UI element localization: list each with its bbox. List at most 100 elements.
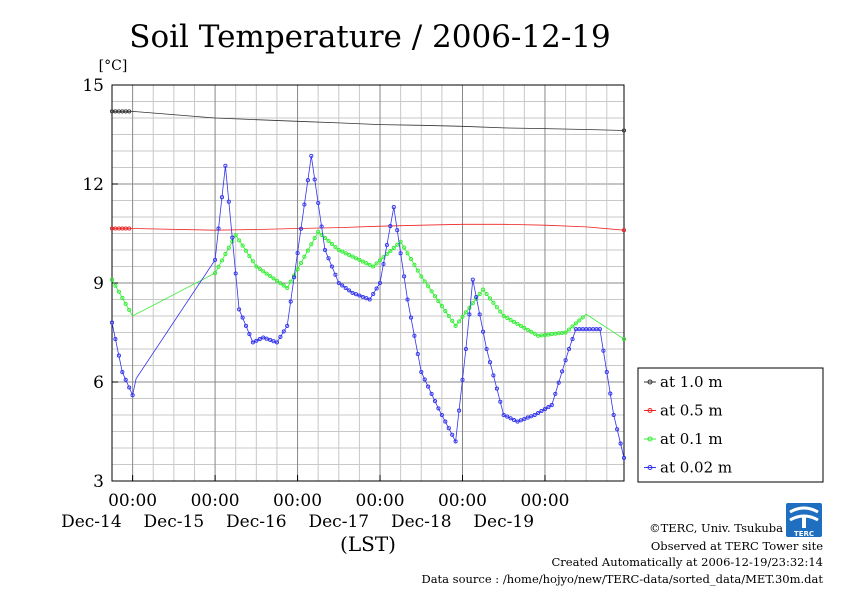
series-at-0-1-m bbox=[109, 229, 627, 342]
legend-box bbox=[637, 367, 824, 483]
data-point bbox=[611, 412, 616, 418]
legend-item: at 1.0 m bbox=[644, 373, 723, 391]
data-point bbox=[566, 346, 572, 352]
data-point bbox=[281, 329, 286, 334]
data-point bbox=[415, 268, 420, 273]
legend-label: at 0.1 m bbox=[660, 430, 723, 448]
data-point bbox=[505, 414, 510, 419]
data-point bbox=[432, 399, 438, 404]
data-point bbox=[566, 327, 572, 332]
data-point bbox=[127, 109, 132, 114]
data-point bbox=[546, 405, 551, 410]
legend-label: at 1.0 m bbox=[660, 373, 723, 391]
data-point bbox=[274, 340, 279, 345]
data-point bbox=[388, 248, 393, 254]
data-point bbox=[501, 412, 506, 418]
data-point bbox=[484, 291, 489, 297]
data-point bbox=[233, 271, 238, 276]
data-point bbox=[322, 247, 328, 253]
data-point bbox=[529, 414, 534, 419]
data-point bbox=[367, 262, 372, 267]
data-point bbox=[405, 297, 410, 302]
data-point bbox=[573, 321, 578, 326]
data-point bbox=[127, 226, 132, 231]
data-point bbox=[340, 249, 345, 254]
data-point bbox=[525, 415, 530, 420]
data-point bbox=[494, 305, 499, 310]
data-point bbox=[481, 329, 486, 334]
data-point bbox=[570, 324, 575, 329]
data-point bbox=[621, 128, 627, 133]
data-point bbox=[522, 416, 527, 422]
data-point bbox=[357, 293, 362, 298]
data-point bbox=[319, 224, 324, 229]
data-point bbox=[109, 277, 115, 282]
data-point bbox=[549, 403, 554, 408]
data-point bbox=[350, 254, 355, 259]
data-point bbox=[233, 233, 238, 238]
y-axis-unit: [°C] bbox=[99, 58, 128, 74]
data-point bbox=[563, 358, 568, 363]
data-point bbox=[336, 280, 341, 286]
data-point bbox=[213, 257, 218, 262]
data-point bbox=[463, 346, 468, 352]
data-source-text: Data source : /home/hojyo/new/TERC-data/… bbox=[421, 572, 823, 586]
y-tick-label: 9 bbox=[93, 274, 104, 294]
data-point bbox=[450, 318, 455, 323]
data-point bbox=[371, 264, 376, 269]
x-tick-time-label: 00:00 bbox=[520, 491, 569, 511]
data-point bbox=[518, 418, 523, 423]
data-point bbox=[621, 455, 627, 460]
data-point bbox=[426, 284, 431, 289]
data-point bbox=[422, 377, 427, 382]
data-point bbox=[384, 242, 389, 248]
x-tick-date-label: Dec-14 bbox=[61, 512, 122, 532]
data-point bbox=[381, 261, 386, 267]
series-layer bbox=[109, 109, 627, 460]
data-point bbox=[374, 286, 379, 291]
data-point bbox=[377, 280, 383, 286]
data-point bbox=[268, 273, 273, 279]
series-line bbox=[112, 111, 625, 131]
data-point bbox=[470, 301, 475, 306]
data-point bbox=[408, 315, 414, 320]
data-point bbox=[477, 312, 482, 317]
data-point bbox=[371, 291, 376, 297]
data-point bbox=[350, 290, 355, 295]
data-point bbox=[261, 335, 266, 340]
x-tick-date-label: Dec-16 bbox=[226, 512, 287, 532]
data-point bbox=[515, 419, 520, 424]
data-point bbox=[302, 202, 307, 207]
data-point bbox=[494, 386, 499, 391]
data-point bbox=[402, 274, 407, 279]
data-point bbox=[333, 244, 338, 250]
series-at-0-02-m bbox=[109, 153, 627, 460]
data-point bbox=[219, 258, 225, 263]
data-point bbox=[219, 195, 225, 200]
data-point bbox=[429, 391, 434, 396]
data-point bbox=[419, 274, 424, 279]
data-point bbox=[539, 408, 544, 414]
data-point bbox=[360, 294, 365, 299]
data-point bbox=[570, 337, 575, 342]
data-point bbox=[357, 257, 362, 262]
data-point bbox=[264, 271, 269, 276]
copyright-text: ©TERC, Univ. Tsukuba bbox=[649, 521, 783, 535]
observed-text: Observed at TERC Tower site bbox=[651, 539, 823, 553]
data-point bbox=[285, 323, 290, 328]
data-point bbox=[127, 307, 132, 312]
data-point bbox=[470, 277, 475, 282]
data-point bbox=[292, 275, 297, 280]
data-point bbox=[463, 310, 468, 315]
y-tick-label: 6 bbox=[93, 373, 104, 393]
data-point bbox=[250, 340, 255, 345]
data-point bbox=[522, 325, 527, 330]
data-point bbox=[505, 315, 510, 321]
data-point bbox=[333, 272, 338, 277]
data-point bbox=[340, 283, 345, 288]
data-point bbox=[116, 289, 121, 294]
data-point bbox=[364, 261, 369, 266]
data-point bbox=[501, 313, 506, 319]
data-point bbox=[123, 377, 128, 382]
series-line bbox=[111, 155, 625, 458]
